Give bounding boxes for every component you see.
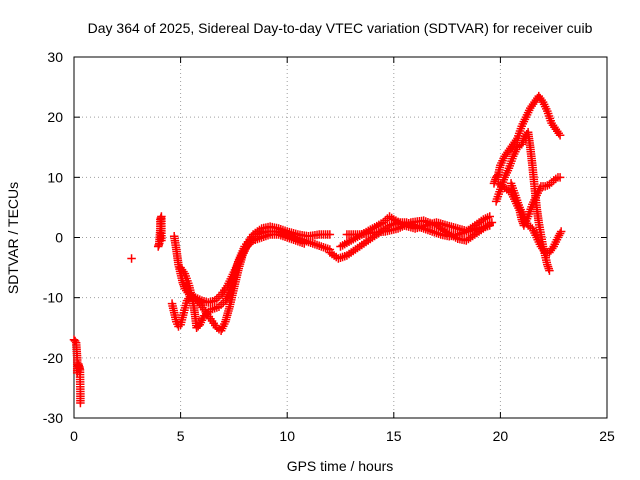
data-point: [555, 130, 565, 140]
chart-title: Day 364 of 2025, Sidereal Day-to-day VTE…: [88, 20, 593, 36]
y-tick-label: -10: [43, 290, 63, 306]
data-point: [545, 266, 554, 275]
data-point: [487, 218, 497, 227]
data-point: [555, 173, 565, 182]
plot-frame: [73, 56, 608, 419]
data-point: [485, 212, 494, 221]
data-markers: [69, 91, 566, 408]
y-tick-label: 20: [47, 109, 63, 125]
data-point: [556, 227, 566, 236]
y-tick-label: 0: [55, 230, 63, 246]
x-tick-label: 5: [177, 428, 185, 444]
x-tick-label: 10: [279, 428, 295, 444]
y-tick-label: 10: [47, 169, 63, 185]
data-point: [127, 254, 136, 263]
y-tick-label: -30: [43, 410, 63, 426]
y-tick-label: -20: [43, 350, 63, 366]
data-point: [76, 398, 85, 408]
y-axis-label: SDTVAR / TECUs: [5, 182, 21, 294]
y-tick-label: 30: [47, 49, 63, 65]
axis-ticks: 0 5 10 15 20 25 -30 -20 -10 0 10 20 30: [43, 49, 615, 444]
x-axis-label: GPS time / hours: [287, 458, 394, 474]
data-point: [300, 239, 309, 248]
data-point: [325, 230, 335, 239]
x-tick-label: 20: [493, 428, 509, 444]
x-tick-label: 15: [386, 428, 402, 444]
data-point: [157, 236, 166, 245]
x-tick-label: 25: [599, 428, 615, 444]
x-tick-label: 0: [70, 428, 78, 444]
